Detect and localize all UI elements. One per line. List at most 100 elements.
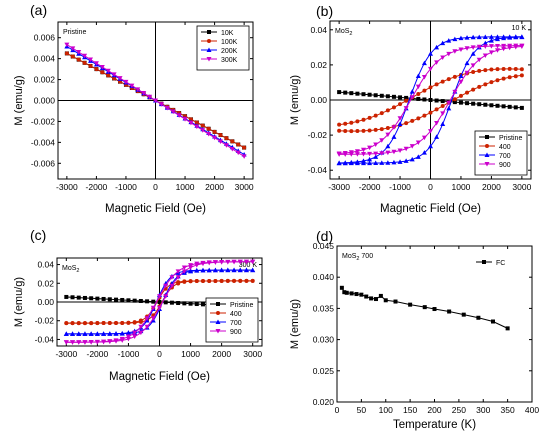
data-point <box>150 305 156 311</box>
data-point <box>88 57 93 63</box>
data-point <box>343 128 348 133</box>
data-point <box>482 53 488 58</box>
data-point <box>194 261 200 267</box>
data-point <box>476 57 482 63</box>
legend-marker <box>206 57 212 62</box>
data-point <box>64 42 70 48</box>
data-point <box>464 60 470 66</box>
data-point <box>489 67 494 72</box>
data-point <box>242 145 247 150</box>
data-point <box>82 295 87 300</box>
y-tick-label: 0.020 <box>313 397 335 407</box>
data-point <box>182 301 187 306</box>
data-point <box>385 132 391 138</box>
data-point <box>403 146 409 152</box>
data-point <box>250 267 256 273</box>
data-point <box>82 321 87 326</box>
data-point <box>495 67 500 72</box>
data-point <box>434 60 440 65</box>
sample-note: MoS2 <box>62 265 79 274</box>
data-point <box>101 296 106 301</box>
data-point <box>231 267 237 273</box>
data-point <box>336 160 342 165</box>
data-point <box>398 95 403 100</box>
data-point <box>440 55 446 60</box>
data-point <box>120 320 125 325</box>
data-point <box>434 44 440 50</box>
data-point <box>101 339 107 345</box>
data-point <box>93 61 99 66</box>
data-point <box>458 35 464 41</box>
series-900 <box>336 43 525 157</box>
data-point <box>428 143 433 149</box>
data-point <box>458 100 463 105</box>
panel-label: (a) <box>30 2 47 18</box>
data-point <box>231 259 237 265</box>
data-point <box>132 330 138 336</box>
y-tick-label: 0.00 <box>310 95 327 105</box>
data-point <box>212 129 217 134</box>
data-point <box>70 340 76 345</box>
data-point <box>513 105 518 110</box>
legend-marker <box>216 302 220 306</box>
x-tick-label: -1000 <box>115 182 137 192</box>
y-tick-label: -0.04 <box>308 165 328 175</box>
data-point <box>237 259 243 265</box>
data-point <box>200 260 206 266</box>
data-point <box>100 70 105 75</box>
data-point <box>501 66 506 71</box>
data-point <box>194 120 199 125</box>
data-point <box>477 84 482 89</box>
y-tick-label: 0.030 <box>313 335 335 345</box>
data-point <box>421 75 427 80</box>
y-tick-label: 0.040 <box>313 272 335 282</box>
legend: 10K 100K 200K 300K <box>196 25 250 71</box>
data-point <box>422 88 427 93</box>
chart-panel-4: 0 50 100 150 200 250 300 350 400 0.020 0.025 0.030 0… <box>289 228 539 431</box>
chart-panel-3: -3000 -2000 -1000 0 1000 2000 3000 -0.04 -0.02 0.… <box>13 227 263 383</box>
data-point <box>461 312 466 317</box>
series-pristine <box>337 90 524 110</box>
data-point <box>458 73 464 78</box>
data-point <box>105 68 111 74</box>
data-point <box>364 294 369 299</box>
data-point <box>421 135 427 141</box>
data-point <box>458 79 464 85</box>
data-point <box>200 302 205 307</box>
y-tick-label: -0.02 <box>308 130 328 140</box>
data-point <box>482 44 488 49</box>
data-point <box>188 120 194 126</box>
data-point <box>175 275 181 280</box>
data-point <box>106 73 111 78</box>
data-point <box>379 127 384 132</box>
data-point <box>76 340 82 345</box>
data-point <box>354 292 359 297</box>
data-point <box>349 291 354 296</box>
data-point <box>446 105 452 111</box>
legend-label: Pristine <box>230 302 253 309</box>
legend-box <box>205 297 259 343</box>
data-point <box>434 134 440 139</box>
data-point <box>373 127 378 132</box>
legend-label: 700 <box>499 153 511 160</box>
legend-label: 100K <box>221 39 238 46</box>
data-point <box>367 128 372 133</box>
data-point <box>422 305 427 310</box>
data-point <box>470 34 476 40</box>
data-point <box>188 301 193 306</box>
data-point <box>434 107 439 112</box>
data-point <box>225 278 230 283</box>
y-axis-label: M (emu/g) <box>13 277 25 327</box>
data-point <box>379 160 385 165</box>
data-point <box>397 159 403 164</box>
x-tick-label: -3000 <box>56 182 78 192</box>
data-point <box>373 154 379 159</box>
data-point <box>349 91 354 96</box>
data-point <box>519 43 525 49</box>
x-tick-label: 0 <box>428 182 433 192</box>
panel-label: (d) <box>316 228 333 244</box>
data-point <box>391 94 396 99</box>
data-point <box>176 301 181 306</box>
data-point <box>126 320 131 325</box>
y-tick-label: -0.006 <box>31 158 55 168</box>
